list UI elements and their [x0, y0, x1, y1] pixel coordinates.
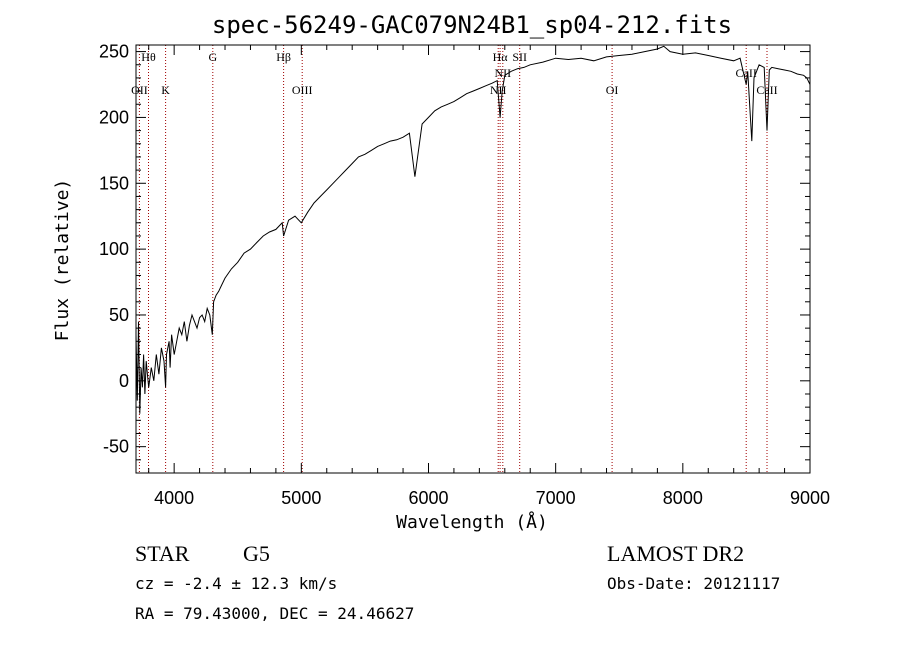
y-tick-label: 0 — [119, 371, 129, 391]
line-marker-label: Hα — [493, 50, 509, 64]
y-tick-label: 50 — [109, 305, 129, 325]
y-tick-label: 250 — [99, 42, 129, 62]
line-marker-label: Hβ — [276, 50, 291, 64]
line-marker-label: CaII — [756, 83, 777, 97]
line-marker-label: K — [161, 83, 170, 97]
x-tick-label: 7000 — [536, 488, 576, 508]
y-tick-label: 200 — [99, 107, 129, 127]
x-tick-label: 8000 — [663, 488, 703, 508]
y-tick-label: 100 — [99, 239, 129, 259]
line-marker-label: OII — [131, 83, 148, 97]
line-marker-label: Hθ — [141, 50, 156, 64]
line-marker-label: OI — [606, 83, 619, 97]
coordinates-text: RA = 79.43000, DEC = 24.46627 — [135, 604, 414, 623]
line-marker-label: G — [208, 50, 217, 64]
observation-date: Obs-Date: 20121117 — [607, 574, 780, 593]
chart-title: spec-56249-GAC079N24B1_sp04-212.fits — [212, 11, 732, 39]
line-marker-label: OIII — [292, 83, 313, 97]
object-subclass: G5 — [243, 541, 270, 566]
line-marker-label: NII — [494, 66, 511, 80]
x-axis-ticks: 4000 5000 6000 7000 8000 9000 — [148, 45, 830, 508]
spectrum-series-line — [135, 45, 811, 414]
x-tick-label: 6000 — [408, 488, 448, 508]
redshift-text: cz = -2.4 ± 12.3 km/s — [135, 574, 337, 593]
y-axis-label: Flux (relative) — [52, 179, 73, 342]
y-tick-label: 150 — [99, 173, 129, 193]
y-tick-label: -50 — [103, 437, 129, 457]
line-marker-label: CaII — [736, 66, 757, 80]
x-tick-label: 5000 — [281, 488, 321, 508]
plot-frame — [135, 44, 811, 474]
survey-name: LAMOST DR2 — [607, 541, 744, 566]
x-tick-label: 9000 — [790, 488, 830, 508]
line-marker-label: SII — [512, 50, 527, 64]
x-tick-label: 4000 — [154, 488, 194, 508]
object-class: STAR — [135, 541, 190, 566]
y-axis-ticks: -50 0 50 100 150 200 250 — [99, 42, 810, 461]
x-axis-label: Wavelength (Å) — [396, 511, 548, 533]
emission-line-markers — [138, 45, 768, 473]
